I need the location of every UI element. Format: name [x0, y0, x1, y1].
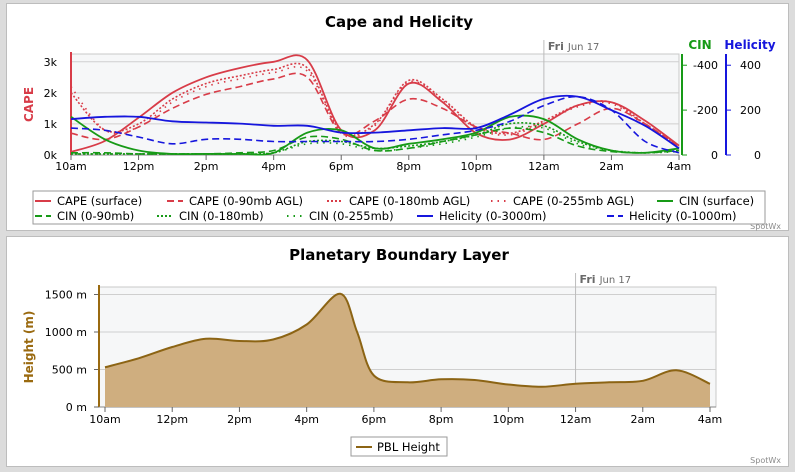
pbl-line [104, 292, 711, 388]
legend-entry: CIN (0-255mb) [309, 209, 394, 223]
x-tick-label: 12am [560, 413, 591, 426]
x-tick-label: 2pm [194, 160, 219, 173]
day-marker-date: Jun 17 [599, 275, 632, 286]
y-tick-label-helicity: 200 [740, 104, 761, 117]
y-tick-label-cape: 1k [44, 118, 58, 131]
legend-entry: CAPE (0-90mb AGL) [189, 194, 303, 208]
legend-entry: Helicity (0-1000m) [629, 209, 737, 223]
helicity-axis-label: Helicity [724, 38, 775, 52]
y-tick-label: 1000 m [45, 326, 87, 339]
legend-box [32, 190, 766, 225]
x-tick-label: 2pm [227, 413, 252, 426]
chart-title: Planetary Boundary Layer [289, 246, 509, 264]
cape-helicity-panel: Cape and Helicity SpotWx 0k 1k 2k 3k CAPE 0 -2… [6, 3, 789, 231]
y-tick-label: 500 m [52, 364, 87, 377]
legend-box [350, 436, 448, 457]
x-tick-label: 6pm [362, 413, 387, 426]
x-tick-label: 8pm [429, 413, 454, 426]
series-line-cape-0-90mb-agl- [70, 72, 680, 148]
plot-area [70, 53, 680, 156]
x-tick-label: 4pm [294, 413, 319, 426]
series-line-cin-0-180mb- [70, 122, 680, 155]
legend: CAPE (surface) CAPE (0-90mb AGL) CAPE (0-1… [32, 190, 766, 225]
legend-entry: CAPE (0-255mb AGL) [513, 194, 634, 208]
x-tick-label: 10am [89, 413, 120, 426]
day-marker-day: Fri [548, 40, 564, 53]
y-tick-label-cape: 0k [44, 149, 58, 162]
y-tick-label-cin: -200 [693, 104, 718, 117]
x-tick-label: 8pm [396, 160, 421, 173]
x-tick-label: 2am [631, 413, 655, 426]
credit-label: SpotWx [750, 456, 781, 465]
y-tick-label-cin: -400 [693, 59, 718, 72]
cin-axis-label: CIN [688, 38, 711, 52]
legend-entry: CAPE (surface) [57, 194, 142, 208]
chart-title: Cape and Helicity [325, 13, 473, 31]
y-tick-label: 1500 m [45, 289, 87, 302]
series-line-helicity-0-3000m- [70, 94, 680, 150]
y-tick-label-helicity: 0 [754, 149, 761, 162]
x-tick-label: 12pm [156, 413, 188, 426]
y-tick-label-helicity: 400 [740, 59, 761, 72]
day-marker-label: Fri Jun 17 [580, 273, 632, 286]
y-tick-label-cape: 2k [44, 87, 58, 100]
x-tick-label: 10pm [492, 413, 524, 426]
x-tick-label: 12pm [123, 160, 155, 173]
legend-entry: CAPE (0-180mb AGL) [349, 194, 470, 208]
x-tick-label: 6pm [329, 160, 354, 173]
y-tick-label-cin: 0 [711, 149, 718, 162]
legend-entry: PBL Height [377, 440, 440, 454]
credit-label: SpotWx [750, 222, 781, 231]
x-tick-label: 10pm [460, 160, 492, 173]
x-tick-label: 2am [599, 160, 623, 173]
day-marker-label: Fri Jun 17 [548, 40, 600, 53]
legend-entry: Helicity (0-3000m) [439, 209, 547, 223]
x-tick-label: 12am [528, 160, 559, 173]
y-axis-label: Height (m) [22, 311, 36, 384]
x-tick-label: 4pm [261, 160, 286, 173]
series-line-cape-0-255mb-agl- [70, 66, 680, 148]
pbl-panel: Planetary Boundary Layer SpotWx 0 m 500 m… [6, 236, 789, 467]
legend-entry: CIN (0-180mb) [179, 209, 264, 223]
day-marker-day: Fri [580, 273, 596, 286]
legend: PBL Height [350, 436, 448, 457]
y-tick-label: 0 m [66, 401, 87, 414]
pbl-chart: Planetary Boundary Layer SpotWx 0 m 500 m… [22, 246, 781, 465]
legend-entry: CIN (0-90mb) [57, 209, 134, 223]
series-line-cape-0-180mb-agl- [70, 62, 680, 147]
cape-axis-label: CAPE [22, 87, 36, 122]
x-tick-label: 4am [698, 413, 722, 426]
cape-helicity-chart: Cape and Helicity SpotWx 0k 1k 2k 3k CAPE 0 -2… [22, 13, 781, 231]
x-tick-label: 10am [55, 160, 86, 173]
series-line-helicity-0-1000m- [70, 95, 680, 154]
legend-entry: CIN (surface) [679, 194, 754, 208]
series-line-cin-0-255mb- [70, 125, 680, 155]
pbl-area [105, 293, 710, 407]
x-tick-label: 4am [667, 160, 691, 173]
y-tick-label-cape: 3k [44, 56, 58, 69]
day-marker-date: Jun 17 [567, 42, 600, 53]
